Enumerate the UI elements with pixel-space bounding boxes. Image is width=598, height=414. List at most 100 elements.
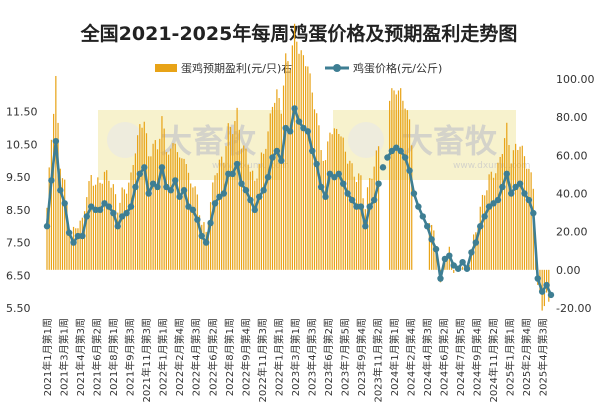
- profit-bar: [411, 145, 413, 270]
- x-axis-tick-label: 2025年1月第1周: [504, 318, 517, 396]
- profit-bar: [490, 171, 492, 270]
- price-point: [357, 203, 365, 210]
- profit-bar: [528, 168, 530, 270]
- x-axis-tick-label: 2021年6月第2周: [91, 318, 104, 396]
- profit-bar: [526, 168, 528, 270]
- profit-bar: [117, 212, 119, 270]
- profit-bar: [406, 110, 408, 270]
- profit-bar: [539, 269, 541, 293]
- price-point: [472, 239, 480, 246]
- profit-bar: [371, 178, 373, 270]
- profit-bar: [232, 134, 234, 270]
- price-point: [463, 265, 471, 272]
- price-point: [136, 170, 144, 178]
- profit-bar: [174, 143, 176, 270]
- profit-bar: [296, 41, 298, 270]
- x-axis-tick-label: 2024年9月第4周: [471, 318, 484, 396]
- price-point: [110, 209, 117, 217]
- profit-bar: [185, 164, 187, 270]
- profit-bar: [227, 123, 229, 270]
- profit-bar: [53, 113, 55, 270]
- price-point: [43, 223, 51, 230]
- price-point: [516, 180, 524, 187]
- price-point: [176, 193, 183, 200]
- profit-bar: [103, 171, 106, 270]
- x-axis-tick-label: 2022年11月第3周: [256, 318, 269, 403]
- profit-bar: [152, 143, 154, 270]
- profit-bar: [192, 187, 194, 270]
- profit-bar: [395, 94, 397, 270]
- profit-bar: [517, 149, 519, 270]
- profit-bar: [291, 45, 293, 270]
- price-point: [286, 128, 294, 135]
- x-axis-tick-label: 2023年11月第2周: [371, 318, 384, 403]
- profit-bar: [95, 184, 97, 270]
- left-axis-tick-label: 5.50: [6, 302, 31, 315]
- profit-bar: [108, 180, 110, 270]
- profit-bar: [123, 189, 125, 270]
- profit-bar: [302, 55, 305, 270]
- profit-bar: [132, 164, 134, 270]
- profit-bar: [110, 187, 112, 270]
- price-point: [366, 203, 373, 210]
- profit-bar: [221, 156, 223, 270]
- profit-bar: [278, 98, 280, 270]
- profit-bar: [362, 198, 364, 270]
- x-axis-tick-label: 2024年2月第4周: [405, 318, 418, 396]
- profit-bar: [77, 228, 79, 270]
- price-point: [503, 170, 510, 178]
- profit-bar: [512, 150, 515, 270]
- profit-bar: [75, 228, 77, 270]
- profit-bar: [351, 163, 353, 270]
- profit-bar: [203, 222, 205, 270]
- price-point: [304, 128, 312, 135]
- price-point: [65, 229, 73, 236]
- profit-bar: [216, 173, 218, 270]
- price-point: [384, 154, 391, 161]
- x-axis-tick-label: 2022年4月第3周: [190, 318, 203, 396]
- profit-bar: [86, 197, 88, 270]
- price-point: [291, 105, 298, 112]
- profit-bar: [112, 184, 114, 270]
- profit-bar: [114, 194, 117, 270]
- profit-bar: [335, 128, 338, 270]
- profit-bar: [121, 187, 123, 270]
- profit-bar: [400, 88, 402, 270]
- watermark-url-right: www.dxumu.com: [453, 161, 530, 171]
- profit-bar: [488, 174, 490, 270]
- price-point: [534, 275, 541, 282]
- price-point: [233, 160, 241, 168]
- profit-bar: [79, 220, 81, 270]
- price-point: [309, 147, 316, 155]
- price-point: [118, 213, 126, 220]
- profit-bar: [258, 164, 260, 270]
- profit-bar: [347, 163, 349, 270]
- price-point: [521, 190, 528, 197]
- profit-bar: [57, 122, 59, 270]
- price-point: [123, 209, 130, 217]
- legend: 蛋鸡预期盈利(元/只)右 鸡蛋价格(元/公斤): [155, 61, 442, 75]
- price-point: [92, 206, 99, 214]
- price-point: [397, 147, 404, 155]
- profit-bar: [444, 262, 446, 270]
- price-point: [530, 209, 537, 217]
- price-point: [295, 118, 303, 125]
- left-axis-tick-label: 6.50: [6, 269, 31, 282]
- watermark-logo-left: [107, 122, 143, 158]
- price-point: [260, 187, 267, 194]
- price-point: [172, 177, 179, 184]
- x-axis-tick-label: 2022年8月第1周: [223, 318, 236, 396]
- profit-bar: [329, 132, 331, 270]
- x-axis-tick-label: 2022年6月第2周: [206, 318, 219, 396]
- price-point: [538, 288, 546, 295]
- price-point: [406, 167, 413, 174]
- profit-bar: [88, 181, 90, 270]
- profit-bar: [404, 108, 406, 270]
- right-axis-tick-label: -20.00: [556, 302, 591, 315]
- price-point: [379, 164, 387, 171]
- x-axis-tick-label: 2021年4月第3周: [74, 318, 87, 396]
- profit-bar: [161, 116, 163, 270]
- x-axis-tick-label: 2023年4月第3周: [305, 318, 318, 396]
- profit-bar: [360, 175, 362, 270]
- profit-bar: [349, 160, 351, 270]
